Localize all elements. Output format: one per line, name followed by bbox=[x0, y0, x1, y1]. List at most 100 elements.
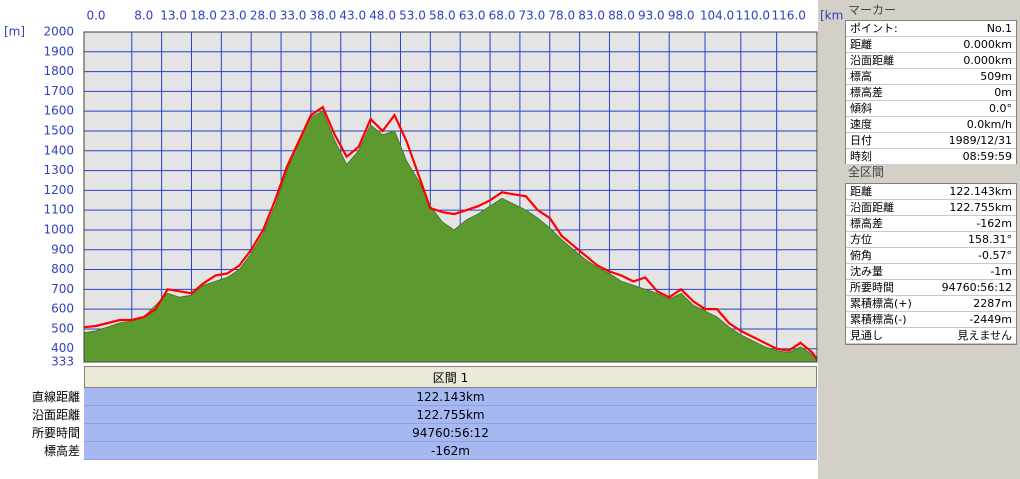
segment-row: 直線距離 122.143km bbox=[32, 388, 817, 406]
panel-row: 見通し 見えません bbox=[846, 328, 1016, 344]
panel-row: 日付 1989/12/31 bbox=[846, 133, 1016, 149]
panel-value: 158.31° bbox=[968, 233, 1012, 246]
panel-value: 0.000km bbox=[963, 54, 1012, 67]
x-tick-label: 0.0 bbox=[86, 9, 105, 23]
x-tick-label: 104.0 bbox=[700, 9, 734, 23]
panel-value: -162m bbox=[976, 217, 1012, 230]
x-tick-label: 83.0 bbox=[578, 9, 605, 23]
x-tick-label: 13.0 bbox=[160, 9, 187, 23]
x-tick-label: 93.0 bbox=[638, 9, 665, 23]
y-tick-label: 1600 bbox=[43, 104, 74, 118]
y-tick-label: 1100 bbox=[43, 203, 74, 217]
panel-value: 0m bbox=[994, 86, 1012, 99]
y-tick-label: 900 bbox=[51, 242, 74, 256]
x-tick-label: 43.0 bbox=[339, 9, 366, 23]
x-tick-label: 33.0 bbox=[280, 9, 307, 23]
segment-value: 122.143km bbox=[84, 388, 817, 406]
panel-row: 俯角 -0.57° bbox=[846, 248, 1016, 264]
x-tick-label: 18.0 bbox=[190, 9, 217, 23]
panel-label: 標高差 bbox=[850, 217, 883, 230]
panel-label: 距離 bbox=[850, 185, 872, 198]
segment-row: 標高差 -162m bbox=[44, 442, 817, 460]
x-tick-label: 98.0 bbox=[668, 9, 695, 23]
panel-row: 標高 509m bbox=[846, 69, 1016, 85]
panel-value: 0.000km bbox=[963, 38, 1012, 51]
panel-label: 傾斜 bbox=[850, 102, 872, 115]
panel-row: 標高差 -162m bbox=[846, 216, 1016, 232]
panel-row: 距離 122.143km bbox=[846, 184, 1016, 200]
panel-value: 1989/12/31 bbox=[948, 134, 1012, 147]
panel-value: -2449m bbox=[969, 313, 1012, 326]
panel-label: 俯角 bbox=[850, 249, 872, 262]
panel-label: 標高 bbox=[850, 70, 872, 83]
y-tick-label: 1800 bbox=[43, 64, 74, 78]
panel-value: -1m bbox=[990, 265, 1012, 278]
y-tick-label: 2000 bbox=[43, 25, 74, 39]
panel-row: 沿面距離 0.000km bbox=[846, 53, 1016, 69]
x-tick-label: 88.0 bbox=[608, 9, 635, 23]
x-tick-label: 78.0 bbox=[548, 9, 575, 23]
y-tick-label: 400 bbox=[51, 341, 74, 355]
marker-title: マーカー bbox=[845, 2, 1017, 19]
panel-label: 日付 bbox=[850, 134, 872, 147]
panel-row: 累積標高(+) 2287m bbox=[846, 296, 1016, 312]
y-tick-label: 500 bbox=[51, 321, 74, 335]
terrain-area bbox=[83, 110, 818, 363]
y-tick-label: 1300 bbox=[43, 163, 74, 177]
panel-label: 累積標高(-) bbox=[850, 313, 907, 326]
panel-label: 方位 bbox=[850, 233, 872, 246]
panel-value: 94760:56:12 bbox=[941, 281, 1012, 294]
segment-label: 直線距離 bbox=[31, 390, 80, 404]
scroll-area bbox=[818, 0, 843, 479]
total-title: 全区間 bbox=[845, 164, 1017, 181]
x-tick-label: 53.0 bbox=[399, 9, 426, 23]
panel-value: 0.0° bbox=[989, 102, 1012, 115]
segment-value: -162m bbox=[84, 442, 817, 460]
x-tick-label: 63.0 bbox=[459, 9, 486, 23]
y-tick-label: 1700 bbox=[43, 84, 74, 98]
route-line bbox=[83, 105, 818, 360]
panel-row: 速度 0.0km/h bbox=[846, 117, 1016, 133]
panel-value: 509m bbox=[980, 70, 1012, 83]
segment-rows: 直線距離 122.143km 沿面距離 122.755km 所要時間 94760:56:1… bbox=[32, 388, 817, 460]
y-tick-label: 333 bbox=[51, 355, 74, 369]
x-tick-label: 38.0 bbox=[310, 9, 337, 23]
y-tick-label: 700 bbox=[51, 282, 74, 296]
panel-value: 2287m bbox=[973, 297, 1012, 310]
plot-frame bbox=[83, 31, 818, 363]
y-tick-label: 1000 bbox=[43, 222, 74, 236]
panel-value: No.1 bbox=[986, 22, 1012, 35]
panel-label: 速度 bbox=[850, 118, 872, 131]
segment-value: 122.755km bbox=[84, 406, 817, 424]
panel-label: 標高差 bbox=[850, 86, 883, 99]
x-tick-label: 8.0 bbox=[134, 9, 153, 23]
panel-row: 標高差 0m bbox=[846, 85, 1016, 101]
panel-label: 沿面距離 bbox=[850, 54, 894, 67]
panel-row: 時刻 08:59:59 bbox=[846, 149, 1016, 165]
panel-row: ポイント: No.1 bbox=[846, 21, 1016, 37]
segment-row: 所要時間 94760:56:12 bbox=[32, 424, 817, 442]
panel-value: 08:59:59 bbox=[962, 150, 1012, 163]
segment-row: 沿面距離 122.755km bbox=[32, 406, 817, 424]
y-tick-label: 600 bbox=[51, 302, 74, 316]
total-panel: 距離 122.143km 沿面距離 122.755km 標高差 -162m 方位 158.31… bbox=[845, 183, 1017, 345]
panel-row: 沿面距離 122.755km bbox=[846, 200, 1016, 216]
segment-table: 区間 1 直線距離 122.143km 沿面距離 122.755km 所要時間 94760… bbox=[32, 366, 817, 460]
panel-row: 累積標高(-) -2449m bbox=[846, 312, 1016, 328]
segment-label: 標高差 bbox=[43, 444, 80, 458]
panel-row: 傾斜 0.0° bbox=[846, 101, 1016, 117]
segment-value: 94760:56:12 bbox=[84, 424, 817, 442]
y-tick-label: 1500 bbox=[43, 123, 74, 137]
panel-label: 沿面距離 bbox=[850, 201, 894, 214]
panel-label: 所要時間 bbox=[850, 281, 894, 294]
panel-label: 沈み量 bbox=[850, 265, 883, 278]
panel-row: 距離 0.000km bbox=[846, 37, 1016, 53]
x-tick-label: 23.0 bbox=[220, 9, 247, 23]
panel-label: 時刻 bbox=[850, 150, 872, 163]
x-tick-label: 110.0 bbox=[736, 9, 770, 23]
x-tick-label: 68.0 bbox=[489, 9, 516, 23]
segment-header[interactable]: 区間 1 bbox=[84, 366, 817, 388]
